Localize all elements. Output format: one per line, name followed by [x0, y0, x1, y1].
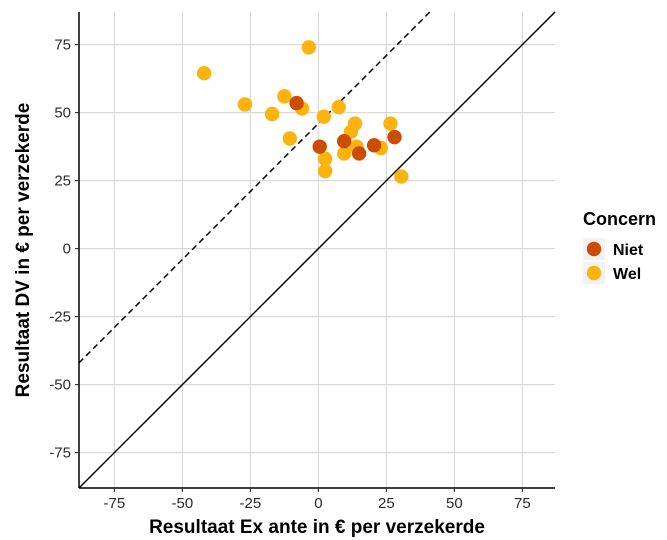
data-point-wel	[264, 106, 280, 122]
legend-swatch-niet	[586, 241, 602, 257]
y-tick-label: -50	[49, 377, 71, 394]
y-tick-label: -75	[49, 445, 71, 462]
data-point-wel	[237, 97, 253, 112]
data-point-niet	[387, 129, 402, 145]
axes	[78, 12, 555, 489]
legend-title: Concern	[583, 209, 656, 229]
data-point-wel	[337, 146, 352, 161]
y-tick-label: 50	[54, 105, 71, 122]
dashed-reference-line	[78, 11, 431, 364]
x-tick-label: -75	[104, 495, 126, 512]
y-tick-label: 0	[63, 241, 71, 258]
x-tick-label: 50	[446, 495, 463, 512]
x-tick-label: 25	[378, 495, 395, 512]
data-points	[196, 40, 409, 184]
data-point-niet	[312, 139, 327, 154]
data-point-wel	[282, 131, 297, 146]
y-tick-label: -25	[49, 309, 71, 326]
y-tick-label: 25	[54, 173, 71, 190]
y-axis-title: Resultaat DV in € per verzekerde	[13, 103, 34, 398]
y-tick-labels: -75 -50 -25 0 25 50 75	[49, 37, 79, 462]
data-point-wel	[277, 89, 292, 104]
data-point-wel	[196, 66, 212, 81]
data-point-niet	[289, 95, 304, 111]
x-tick-label: -25	[240, 495, 262, 512]
legend-entries: Niet Wel	[583, 238, 644, 284]
data-point-wel	[347, 116, 363, 131]
data-point-wel	[317, 151, 333, 167]
data-point-wel	[331, 100, 346, 115]
legend: Concern Niet Wel	[583, 209, 656, 284]
data-point-niet	[337, 134, 352, 149]
data-point-wel	[301, 40, 317, 55]
data-point-wel	[383, 116, 398, 131]
identity-reference-line	[78, 11, 556, 489]
x-tick-label: 75	[514, 495, 531, 512]
legend-label-niet: Niet	[613, 242, 644, 259]
data-point-niet	[366, 138, 382, 153]
reference-lines	[78, 11, 556, 489]
data-point-wel	[316, 109, 331, 124]
legend-swatch-wel	[586, 265, 602, 281]
x-tick-labels: -75 -50 -25 0 25 50 75	[104, 488, 531, 512]
data-point-niet	[351, 146, 367, 161]
x-axis-title: Resultaat Ex ante in € per verzekerde	[149, 517, 485, 538]
legend-label-wel: Wel	[613, 266, 641, 283]
x-tick-label: -50	[172, 495, 194, 512]
x-tick-label: 0	[314, 495, 322, 512]
data-point-wel	[394, 169, 409, 184]
y-tick-label: 75	[54, 37, 71, 54]
data-point-wel	[317, 163, 333, 179]
grid-lines	[79, 12, 555, 488]
